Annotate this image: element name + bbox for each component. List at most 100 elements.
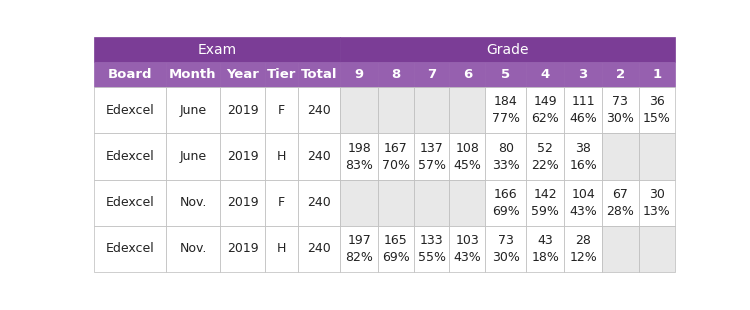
Text: 104
43%: 104 43% <box>569 188 597 218</box>
Bar <box>602 226 638 272</box>
Bar <box>638 180 675 226</box>
Bar <box>298 62 340 87</box>
Bar <box>526 87 564 133</box>
Bar <box>220 226 265 272</box>
Bar <box>166 180 220 226</box>
Bar <box>265 133 298 180</box>
Bar <box>602 133 638 180</box>
Bar <box>166 133 220 180</box>
Text: 38
16%: 38 16% <box>569 142 597 171</box>
Text: 6: 6 <box>463 68 472 81</box>
Text: 9: 9 <box>355 68 364 81</box>
Text: 3: 3 <box>578 68 588 81</box>
Text: 67
28%: 67 28% <box>607 188 634 218</box>
Text: 43
18%: 43 18% <box>531 234 559 264</box>
Bar <box>298 226 340 272</box>
Text: 142
59%: 142 59% <box>531 188 559 218</box>
Bar <box>526 180 564 226</box>
Text: Edexcel: Edexcel <box>106 196 154 209</box>
Bar <box>220 87 265 133</box>
Bar <box>166 226 220 272</box>
Bar <box>378 62 414 87</box>
Bar <box>298 87 340 133</box>
Text: 30
13%: 30 13% <box>643 188 670 218</box>
Text: 80
33%: 80 33% <box>492 142 520 171</box>
Bar <box>564 87 602 133</box>
Bar <box>638 133 675 180</box>
Text: Month: Month <box>170 68 217 81</box>
Bar <box>378 133 414 180</box>
Bar <box>166 87 220 133</box>
Text: Edexcel: Edexcel <box>106 104 154 117</box>
Text: Year: Year <box>226 68 259 81</box>
Bar <box>526 133 564 180</box>
Bar <box>564 226 602 272</box>
Text: 111
46%: 111 46% <box>569 95 597 125</box>
Bar <box>414 180 449 226</box>
Bar <box>265 87 298 133</box>
Text: F: F <box>278 104 285 117</box>
Text: 28
12%: 28 12% <box>569 234 597 264</box>
Bar <box>166 62 220 87</box>
Bar <box>564 180 602 226</box>
Bar <box>94 226 166 272</box>
Bar <box>94 37 340 62</box>
Bar <box>378 180 414 226</box>
Bar <box>298 133 340 180</box>
Bar <box>94 180 166 226</box>
Bar <box>449 62 485 87</box>
Bar <box>564 133 602 180</box>
Bar <box>526 226 564 272</box>
Bar <box>414 226 449 272</box>
Text: Board: Board <box>107 68 152 81</box>
Text: 2019: 2019 <box>226 242 258 255</box>
Text: F: F <box>278 196 285 209</box>
Bar <box>414 62 449 87</box>
Text: 198
83%: 198 83% <box>345 142 374 171</box>
Bar <box>340 87 378 133</box>
Text: 1: 1 <box>652 68 662 81</box>
Bar <box>449 226 485 272</box>
Bar <box>564 62 602 87</box>
Bar <box>414 87 449 133</box>
Text: 240: 240 <box>308 196 332 209</box>
Text: H: H <box>277 242 286 255</box>
Bar <box>298 180 340 226</box>
Text: June: June <box>179 104 206 117</box>
Text: 108
45%: 108 45% <box>453 142 482 171</box>
Text: 133
55%: 133 55% <box>418 234 446 264</box>
Bar <box>638 226 675 272</box>
Text: Tier: Tier <box>267 68 296 81</box>
Text: 4: 4 <box>541 68 550 81</box>
Text: 36
15%: 36 15% <box>643 95 670 125</box>
Bar <box>485 87 526 133</box>
Text: 240: 240 <box>308 104 332 117</box>
Bar <box>414 133 449 180</box>
Text: 149
62%: 149 62% <box>531 95 559 125</box>
Text: 5: 5 <box>501 68 510 81</box>
Bar <box>378 87 414 133</box>
Text: 2019: 2019 <box>226 104 258 117</box>
Bar <box>485 133 526 180</box>
Bar <box>602 87 638 133</box>
Text: 8: 8 <box>392 68 400 81</box>
Bar <box>602 180 638 226</box>
Text: Nov.: Nov. <box>179 196 207 209</box>
Bar <box>340 180 378 226</box>
Text: June: June <box>179 150 206 163</box>
Bar <box>378 226 414 272</box>
Bar <box>340 133 378 180</box>
Bar <box>449 180 485 226</box>
Text: H: H <box>277 150 286 163</box>
Bar <box>485 226 526 272</box>
Bar <box>526 62 564 87</box>
Text: 167
70%: 167 70% <box>382 142 410 171</box>
Text: Edexcel: Edexcel <box>106 242 154 255</box>
Text: 165
69%: 165 69% <box>382 234 410 264</box>
Bar <box>220 62 265 87</box>
Text: 7: 7 <box>427 68 436 81</box>
Text: 197
82%: 197 82% <box>345 234 374 264</box>
Text: 240: 240 <box>308 242 332 255</box>
Bar <box>602 62 638 87</box>
Bar <box>94 133 166 180</box>
